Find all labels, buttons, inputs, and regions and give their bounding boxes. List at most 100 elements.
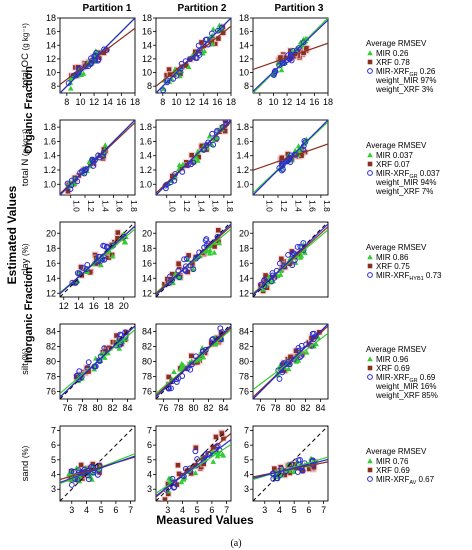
y-tick-label: 80 — [46, 357, 56, 367]
fused-point — [95, 57, 102, 64]
legend-entry-label: MIR-XRF — [376, 271, 409, 280]
legend-entry-subscript: GR — [409, 378, 417, 384]
mir-point — [367, 356, 373, 362]
panel-plot-area — [60, 120, 135, 195]
x-tick-label: 14 — [103, 97, 113, 107]
fused-point — [289, 262, 296, 269]
fused-point — [276, 376, 283, 382]
y-tick-label: 78 — [239, 372, 249, 382]
xrf-point — [175, 67, 181, 73]
x-tick-label: 76 — [255, 403, 265, 413]
xrf-point — [114, 333, 119, 338]
fused-fit-line — [60, 455, 135, 483]
y-tick-label: 76 — [46, 387, 56, 397]
fused-point — [83, 266, 90, 272]
legend-entry-label: MIR-XRF — [376, 67, 409, 76]
row-label-unit: (%) — [21, 243, 30, 256]
xrf-point — [103, 348, 108, 354]
mir-point — [367, 152, 373, 158]
fused-point — [84, 262, 91, 268]
y-tick-label: 1.4 — [139, 151, 152, 161]
legend-entry-label: MIR 0.86 — [376, 253, 409, 262]
fused-point — [209, 130, 216, 137]
fused-point — [261, 277, 268, 283]
y-tick-label: 8 — [51, 81, 56, 91]
fused-point — [77, 65, 83, 72]
y-tick-label: 20 — [142, 228, 152, 238]
row-label-total-N: total N (g kg⁻¹) — [20, 128, 31, 186]
fused-point — [276, 260, 283, 267]
x-tick-label: 14 — [199, 97, 209, 107]
fused-point — [308, 343, 315, 349]
fused-point — [181, 256, 187, 263]
xrf-point — [287, 470, 293, 476]
fused-point — [283, 361, 290, 368]
legend-entry-mir: MIR 0.96 — [376, 355, 409, 364]
legend-entry-value: 0.26 — [418, 67, 436, 76]
y-tick-label: 1.0 — [139, 179, 152, 189]
y-tick-label: 14 — [46, 273, 56, 283]
x-tick-label: 18 — [323, 97, 333, 107]
fused-point — [367, 272, 373, 278]
y-tick-label: 18 — [142, 13, 152, 23]
xrf-point — [96, 55, 102, 61]
legend-entry-xrf: XRF 0.75 — [376, 262, 410, 271]
fused-point — [173, 379, 180, 385]
xrf-point — [65, 188, 71, 194]
xrf-point — [166, 67, 172, 72]
mir-point — [277, 271, 284, 277]
x-tick-label: 1.4 — [100, 200, 110, 212]
figure-label: (a) — [230, 538, 241, 549]
x-tick-label: 1.6 — [308, 200, 318, 212]
fused-fit-line — [60, 225, 135, 295]
x-tick-label: 76 — [62, 403, 72, 413]
fused-point — [190, 266, 197, 273]
legend-entry-fused: MIR-XRFGR 0.037 — [376, 169, 440, 180]
y-tick-label: 14 — [239, 273, 249, 283]
xrf-point — [218, 330, 224, 336]
xrf-point — [87, 270, 93, 275]
mir-point — [266, 273, 272, 279]
legend-entry-value: 0.037 — [418, 169, 441, 178]
xrf-point — [213, 434, 219, 440]
x-tick-label: 8 — [64, 97, 69, 107]
y-tick-label: 1.8 — [139, 122, 152, 132]
fused-point — [76, 368, 83, 375]
fused-point — [176, 274, 183, 281]
y-tick-label: 84 — [239, 327, 249, 337]
xrf-point — [175, 462, 181, 468]
row-label-silt: silt (%) — [20, 348, 31, 375]
x-tick-label: 3 — [69, 505, 74, 515]
xrf-point — [93, 261, 98, 266]
fused-point — [290, 356, 297, 363]
x-tick-label: 1.6 — [115, 200, 125, 212]
xrf-point — [263, 273, 268, 278]
fused-point — [208, 30, 215, 37]
xrf-point — [278, 55, 283, 60]
x-tick-label: 12 — [59, 301, 69, 311]
xrf-point — [186, 253, 191, 258]
y-tick-label: 1.0 — [43, 179, 56, 189]
fused-fit-line — [253, 223, 328, 296]
one-to-one-line — [60, 426, 135, 501]
y-tick-label: 82 — [46, 342, 56, 352]
y-tick-label: 12 — [239, 288, 249, 298]
fused-point — [294, 244, 301, 250]
y-tick-label: 16 — [46, 258, 56, 268]
mir-point — [293, 358, 300, 364]
legend-entry-xrf: XRF 0.78 — [376, 58, 410, 67]
x-tick-label: 78 — [77, 403, 87, 413]
group-label-inorganic: Inorganic Fraction — [23, 267, 35, 363]
fused-point — [310, 336, 317, 343]
x-tick-label: 10 — [171, 97, 181, 107]
panel-r1-c0: 1.0 1.2 1.4 1.6 1.8 1.0 1.2 1.4 1.6 1.8 — [43, 119, 139, 212]
x-tick-label: 1.0 — [72, 200, 82, 212]
fused-point — [104, 243, 110, 250]
partition-title-3: Partition 3 — [275, 3, 324, 14]
fused-point — [187, 56, 193, 62]
xrf-point — [169, 271, 175, 277]
panel-plot-area — [253, 222, 328, 297]
